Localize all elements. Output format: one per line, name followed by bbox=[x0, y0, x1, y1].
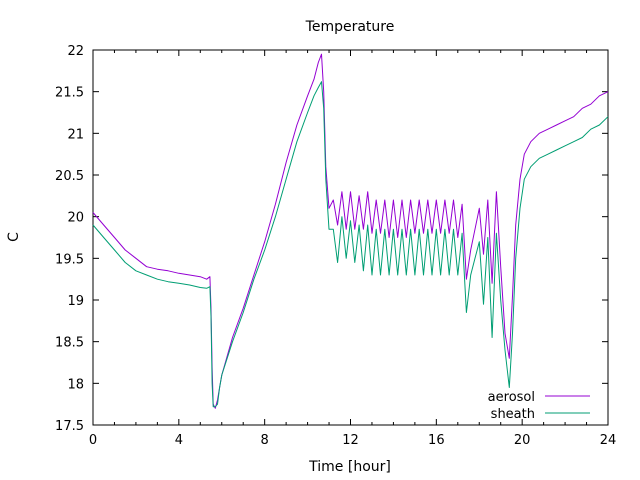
legend-label-aerosol: aerosol bbox=[488, 390, 535, 405]
legend-label-sheath: sheath bbox=[491, 407, 535, 422]
x-axis: 0 4 8 12 16 20 24 bbox=[89, 50, 616, 448]
x-axis-label: Time [hour] bbox=[308, 459, 391, 475]
y-tick-label: 22 bbox=[67, 44, 84, 59]
y-tick-label: 19.5 bbox=[55, 252, 84, 267]
x-tick-label: 24 bbox=[600, 433, 617, 448]
plot-area: 0 4 8 12 16 20 24 17.5 18 18.5 19 19.5 20 20.5 21 21.5… bbox=[55, 44, 616, 448]
x-tick-label: 16 bbox=[428, 433, 445, 448]
y-tick-label: 17.5 bbox=[55, 419, 84, 434]
plot-border bbox=[92, 49, 609, 426]
y-tick-label: 18.5 bbox=[55, 336, 84, 351]
x-tick-label: 8 bbox=[261, 433, 269, 448]
y-tick-label: 20 bbox=[67, 211, 84, 226]
chart-title: Temperature bbox=[305, 19, 395, 35]
y-axis: 17.5 18 18.5 19 19.5 20 20.5 21 21.5 22 bbox=[55, 44, 608, 434]
y-tick-label: 20.5 bbox=[55, 169, 84, 184]
x-tick-label: 20 bbox=[514, 433, 531, 448]
series-lines bbox=[92, 53, 609, 409]
series-line-aerosol bbox=[92, 53, 609, 409]
x-tick-label: 4 bbox=[175, 433, 183, 448]
y-tick-label: 21 bbox=[67, 127, 84, 142]
series-line-sheath bbox=[92, 81, 609, 408]
y-tick-label: 21.5 bbox=[55, 86, 84, 101]
x-tick-label: 12 bbox=[342, 433, 359, 448]
x-tick-label: 0 bbox=[89, 433, 97, 448]
legend: aerosol sheath bbox=[488, 390, 590, 422]
y-axis-label: C bbox=[6, 232, 22, 242]
y-tick-label: 18 bbox=[67, 377, 84, 392]
y-tick-label: 19 bbox=[67, 294, 84, 309]
